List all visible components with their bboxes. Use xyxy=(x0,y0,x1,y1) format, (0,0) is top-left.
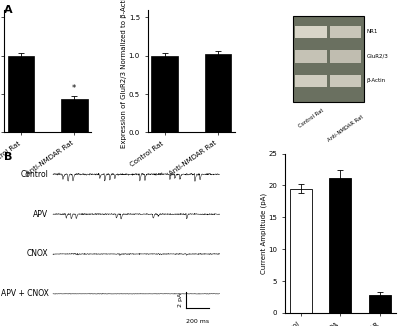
Text: Anti-NMDAR Rat: Anti-NMDAR Rat xyxy=(327,114,364,142)
Text: B: B xyxy=(4,152,12,162)
Bar xyxy=(330,26,361,38)
Text: Control: Control xyxy=(21,170,48,179)
Bar xyxy=(295,50,327,63)
Bar xyxy=(330,178,351,313)
Bar xyxy=(61,99,88,132)
Text: Control Rat: Control Rat xyxy=(298,108,324,129)
Bar xyxy=(290,189,312,313)
Text: NR1: NR1 xyxy=(366,29,378,34)
Bar xyxy=(152,56,178,132)
Bar xyxy=(330,75,361,87)
Text: APV: APV xyxy=(33,210,48,219)
Text: β-Actin: β-Actin xyxy=(366,78,386,83)
Text: 200 ms: 200 ms xyxy=(186,319,209,324)
Text: GluR2/3: GluR2/3 xyxy=(366,54,388,59)
Bar xyxy=(295,75,327,87)
Bar xyxy=(293,16,364,102)
Bar xyxy=(369,295,391,313)
Y-axis label: Expression of GluR2/3 Normalized to β-Actin: Expression of GluR2/3 Normalized to β-Ac… xyxy=(121,0,127,148)
Text: 2 pA: 2 pA xyxy=(178,293,183,307)
Text: APV + CNOX: APV + CNOX xyxy=(1,289,48,298)
Text: CNOX: CNOX xyxy=(27,249,48,259)
Bar xyxy=(330,50,361,63)
Text: A: A xyxy=(4,5,13,15)
Bar xyxy=(204,54,231,132)
Text: *: * xyxy=(72,83,76,93)
Bar xyxy=(295,26,327,38)
Bar xyxy=(8,56,34,132)
Y-axis label: Current Amplitude (pA): Current Amplitude (pA) xyxy=(260,193,267,274)
